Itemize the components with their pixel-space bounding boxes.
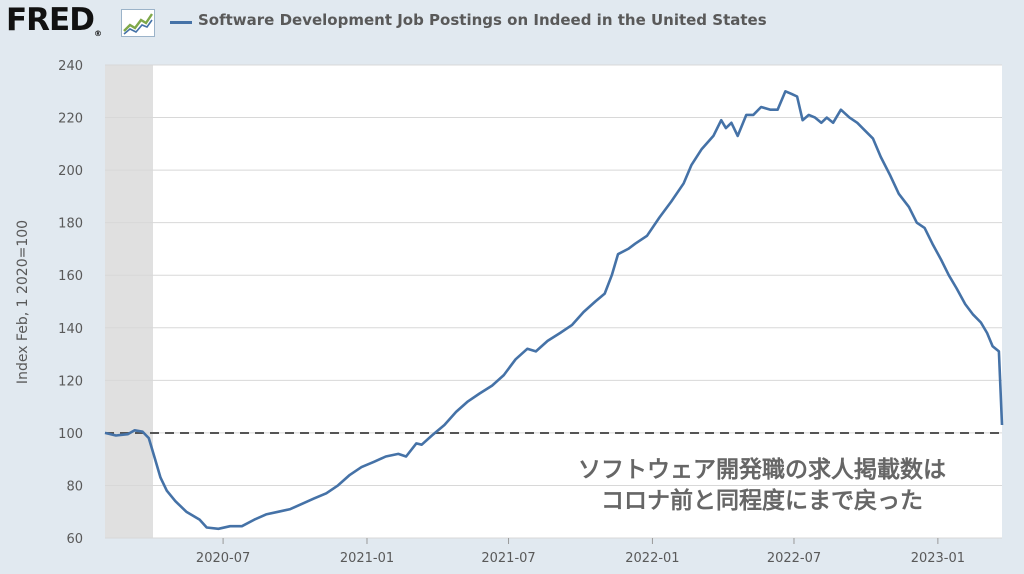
y-tick-label: 160 — [58, 269, 83, 284]
x-tick-label: 2022-01 — [625, 551, 679, 566]
fred-logo[interactable]: FRED® — [6, 2, 102, 38]
x-tick-label: 2023-01 — [911, 551, 965, 566]
y-tick-label: 200 — [58, 164, 83, 179]
x-tick-label: 2021-01 — [340, 551, 394, 566]
x-tick-label: 2020-07 — [196, 551, 250, 566]
y-axis-label: Index Feb, 1 2020=100 — [15, 220, 31, 384]
x-tick-label: 2022-07 — [767, 551, 821, 566]
y-tick-label: 180 — [58, 217, 83, 232]
plot-area — [105, 65, 1002, 538]
y-tick-label: 220 — [58, 112, 83, 127]
recession-band — [105, 65, 153, 538]
y-tick-label: 140 — [58, 322, 83, 337]
grid-lines — [105, 64, 1002, 539]
registered-mark: ® — [93, 29, 102, 38]
x-axis: 2020-07 2021-01 2021-07 2022-01 2022-07 2023-… — [196, 538, 965, 566]
legend-label: Software Development Job Postings on Ind… — [198, 11, 767, 29]
y-tick-label: 100 — [58, 427, 83, 442]
y-tick-label: 80 — [66, 479, 83, 494]
fred-logo-text: FRED — [6, 2, 95, 38]
y-axis: 60 80 100 120 140 160 180 200 220 240 — [58, 59, 83, 547]
y-tick-label: 120 — [58, 374, 83, 389]
annotation-line-1: ソフトウェア開発職の求人掲載数は — [578, 456, 946, 483]
x-tick-label: 2021-07 — [481, 551, 535, 566]
series-line — [104, 90, 1004, 531]
y-tick-label: 60 — [66, 532, 83, 547]
fred-graph-icon — [121, 9, 155, 37]
y-tick-label: 240 — [58, 59, 83, 74]
legend-swatch — [170, 21, 192, 24]
annotation-line-2: コロナ前と同程度にまで戻った — [601, 487, 923, 514]
chart-header: FRED® Software Development Job Postings … — [0, 0, 1024, 46]
